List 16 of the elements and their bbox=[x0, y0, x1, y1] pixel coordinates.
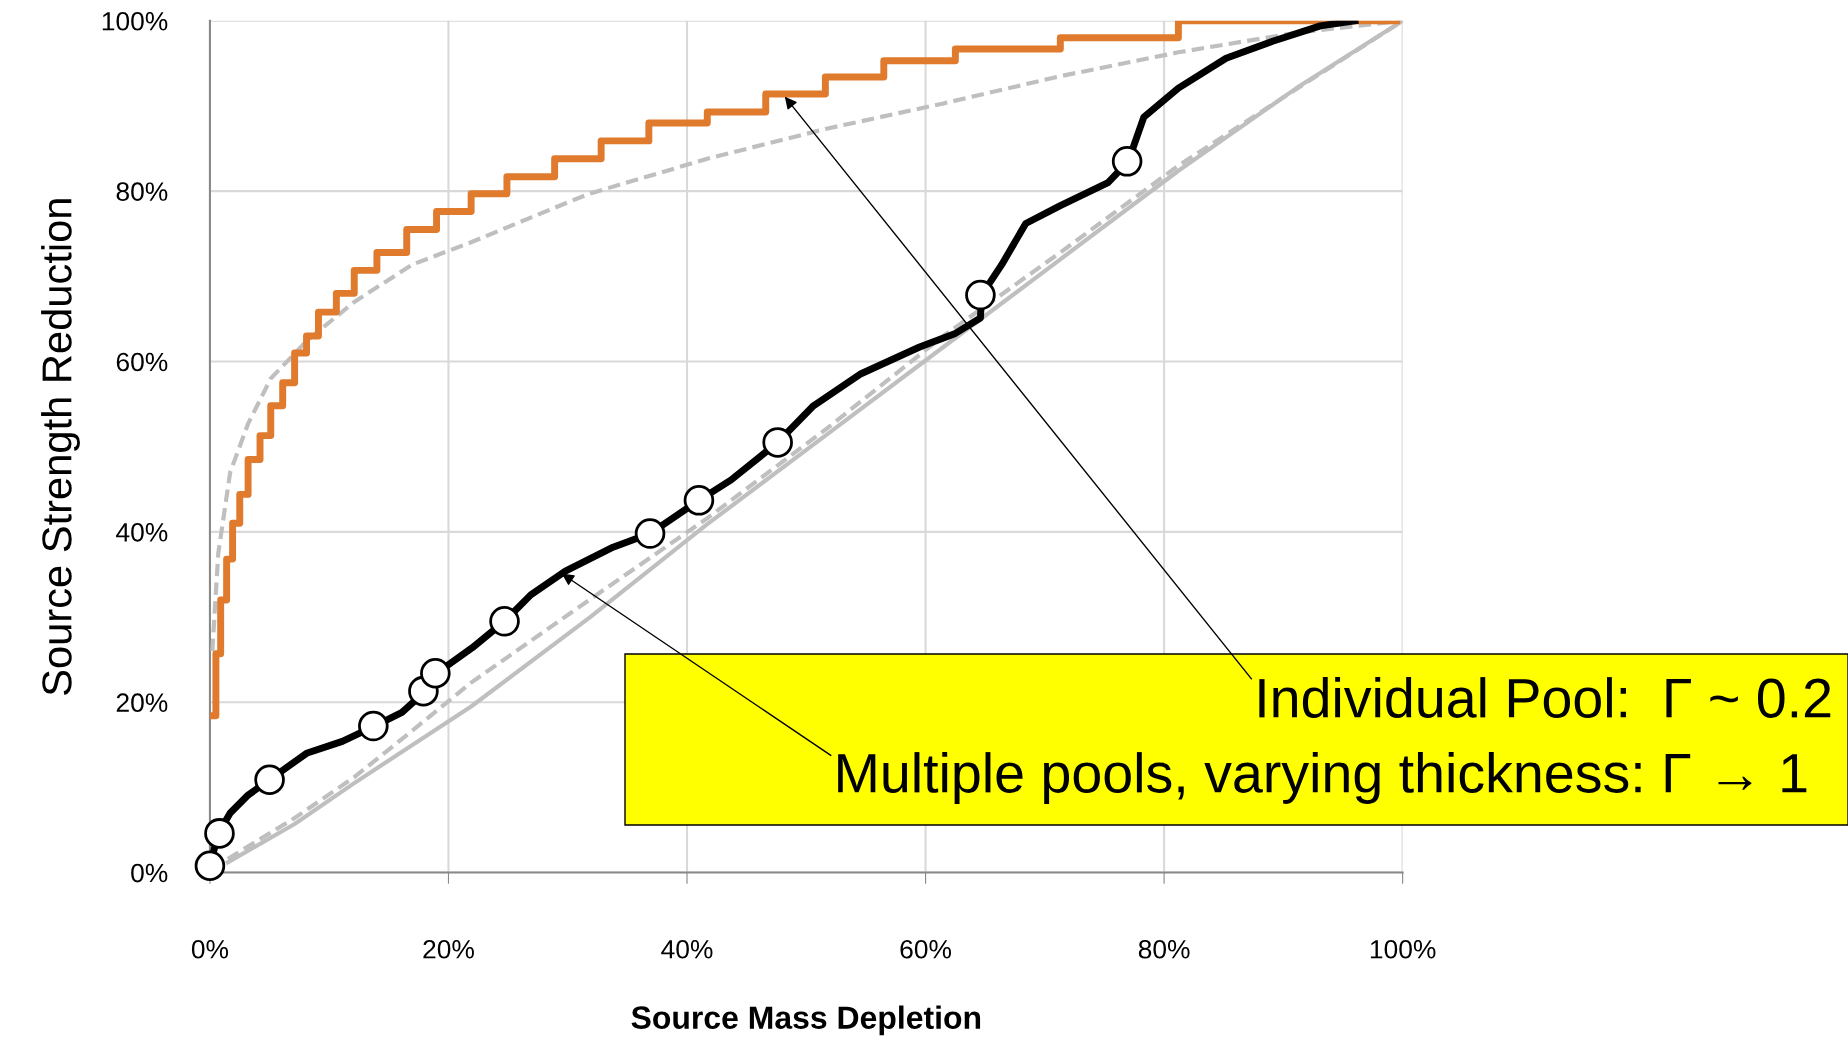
y-tick-label: 20% bbox=[116, 693, 168, 713]
x-tick-label: 20% bbox=[423, 939, 474, 959]
y-axis-title: Source Strength Reduction bbox=[41, 199, 80, 695]
y-tick-label: 60% bbox=[116, 352, 168, 372]
x-tick-label: 60% bbox=[900, 939, 952, 959]
y-tick-label: 0% bbox=[131, 863, 168, 883]
annotation: Multiple pools, varying thickness: Γ → 1 bbox=[838, 752, 1807, 804]
x-axis-title: Source Mass Depletion bbox=[631, 1005, 981, 1036]
annotation: Individual Pool: Γ ~ 0.2 bbox=[1259, 677, 1831, 718]
x-tick-label: 0% bbox=[191, 939, 229, 959]
x-tick-label: 40% bbox=[661, 939, 713, 959]
y-tick-label: 80% bbox=[116, 182, 168, 201]
x-tick-label: 100% bbox=[1370, 939, 1436, 959]
y-tick-label: 100% bbox=[102, 11, 168, 31]
y-tick-label: 40% bbox=[116, 522, 168, 542]
x-tick-label: 80% bbox=[1138, 939, 1190, 959]
